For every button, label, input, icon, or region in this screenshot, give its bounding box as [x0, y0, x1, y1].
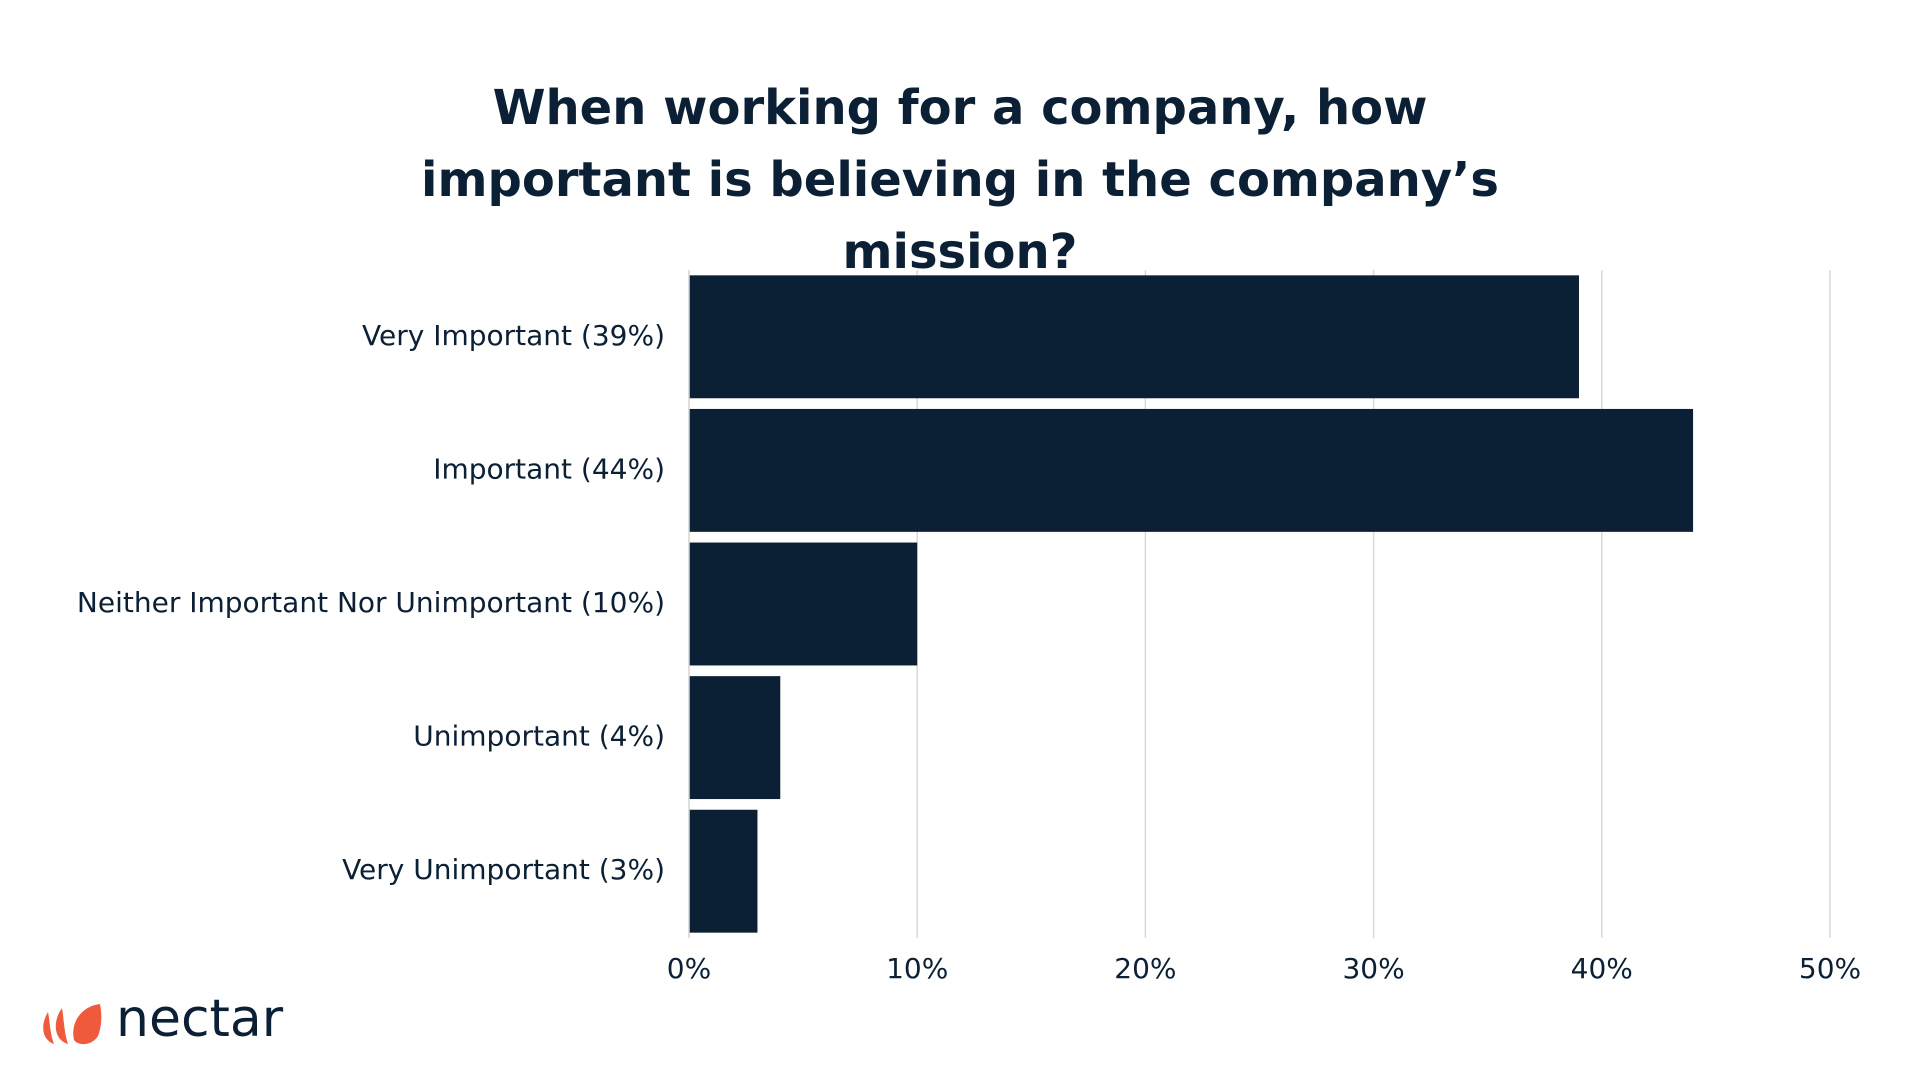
x-tick-label: 40%: [1571, 952, 1633, 985]
bar: [689, 275, 1579, 399]
y-tick-label: Important (44%): [433, 452, 665, 485]
x-tick-label: 20%: [1114, 952, 1176, 985]
y-tick-label: Neither Important Nor Unimportant (10%): [77, 586, 665, 619]
y-tick-label: Unimportant (4%): [413, 720, 665, 753]
chart-title: When working for a company, how importan…: [421, 80, 1499, 280]
x-tick-label: 10%: [886, 952, 948, 985]
bar: [689, 408, 1694, 532]
x-tick-label: 0%: [667, 952, 711, 985]
x-tick-label: 50%: [1799, 952, 1861, 985]
x-tick-label: 30%: [1342, 952, 1404, 985]
logo-icon: [43, 1004, 102, 1045]
y-tick-label: Very Unimportant (3%): [342, 853, 665, 886]
bar: [689, 542, 918, 666]
y-tick-label: Very Important (39%): [362, 319, 665, 352]
bar: [689, 809, 758, 933]
logo-text: nectar: [116, 989, 284, 1049]
bar: [689, 676, 781, 800]
